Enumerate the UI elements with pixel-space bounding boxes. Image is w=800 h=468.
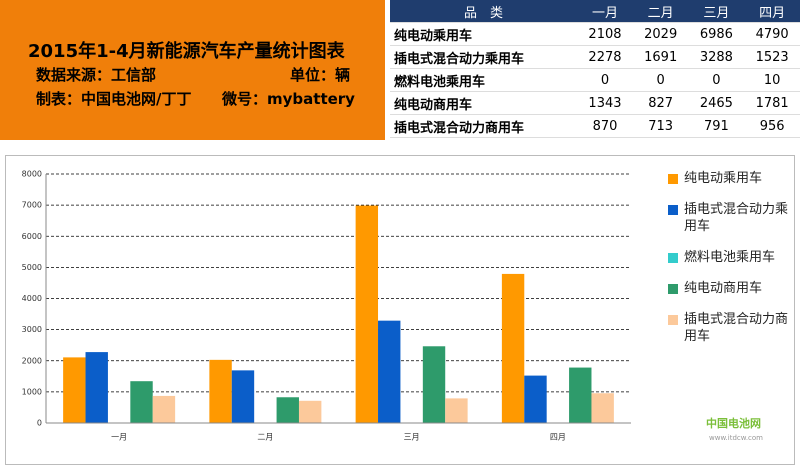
bar [378,320,401,423]
column-header: 一月 [577,0,633,23]
source: 数据来源：工信部 [36,66,157,84]
cell-value: 870 [577,114,633,138]
y-tick-label: 0 [37,419,42,428]
y-tick-label: 3000 [22,325,42,334]
y-tick-label: 6000 [22,232,42,241]
legend-label: 插电式混合动力乘用车 [684,202,789,234]
legend-swatch [668,284,678,294]
bar [63,357,86,423]
table-row: 插电式混合动力商用车 870 713 791 956 [390,114,800,138]
cell-value: 10 [744,68,800,92]
bar [130,381,153,423]
legend-swatch [668,253,678,263]
title: 2015年1-4月新能源汽车产量统计图表 [28,41,345,62]
legend: 纯电动乘用车插电式混合动力乘用车燃料电池乘用车 纯电动商用车插电式混合动力商用车 [668,170,788,359]
bar [355,205,379,423]
cell-category: 燃料电池乘用车 [390,68,578,92]
column-header: 三月 [688,0,745,23]
cell-value: 0 [632,68,689,92]
legend-item: 纯电动商用车 [668,280,788,297]
y-tick-label: 2000 [22,356,42,365]
cell-value: 4790 [744,22,800,46]
bar [298,400,322,423]
table-row: 纯电动商用车 1343 827 2465 1781 [390,91,800,115]
y-tick-label: 5000 [22,263,42,272]
x-tick-label: 四月 [550,433,566,442]
y-tick-label: 1000 [22,387,42,396]
x-tick-label: 二月 [257,433,273,442]
legend-label: 纯电动商用车 [684,281,763,296]
legend-item: 纯电动乘用车 [668,170,788,187]
watermark-name: 中国电池网 [706,416,761,430]
cell-value: 1781 [744,91,800,115]
cell-value: 0 [577,68,633,92]
y-tick-label: 7000 [22,201,42,210]
cell-value: 791 [688,114,745,138]
watermark-url: www.itdcw.com [709,434,763,442]
table-row: 插电式混合动力乘用车 2278 1691 3288 1523 [390,45,800,69]
cell-category: 纯电动商用车 [390,91,578,115]
cell-value: 713 [632,114,689,138]
chart: 0 1000 2000 3000 4000 5000 6000 7000 8000 一月 二月 三月 四… [5,155,795,465]
cell-value: 2465 [688,91,745,115]
legend-swatch [668,315,678,325]
bar [209,359,232,423]
bar [276,397,299,423]
wechat: 微号：mybattery [222,90,355,108]
cell-value: 2108 [577,22,633,46]
data-table: 品 类一月 二月 三月 四月 纯电动乘用车 2108 2029 6986 4790 插电式混合动力… [390,0,800,138]
bar [231,370,255,423]
y-tick-label: 4000 [22,294,42,303]
cell-category: 插电式混合动力乘用车 [390,45,578,69]
maker: 制表：中国电池网/丁丁 [36,90,192,108]
legend-swatch [668,174,678,184]
column-header: 二月 [632,0,689,23]
cell-value: 6986 [688,22,745,46]
cell-value: 2278 [577,45,633,69]
bar [152,395,176,423]
bar [445,398,468,423]
x-tick-label: 一月 [111,433,127,442]
column-header: 品 类 [390,0,578,23]
cell-value: 1343 [577,91,633,115]
table-row: 燃料电池乘用车 0 0 0 10 [390,68,800,92]
bar [501,273,525,423]
cell-category: 插电式混合动力商用车 [390,114,578,138]
column-header: 四月 [744,0,800,23]
bar [85,352,108,423]
x-tick-label: 三月 [404,433,420,442]
table-row: 纯电动乘用车 2108 2029 6986 4790 [390,22,800,46]
cell-value: 3288 [688,45,745,69]
cell-value: 2029 [632,22,689,46]
legend-item: 燃料电池乘用车 [668,249,788,266]
y-tick-label: 8000 [22,170,42,179]
bar [524,375,547,423]
legend-item: 插电式混合动力商用车 [668,311,788,345]
bar [569,367,592,423]
unit: 单位：辆 [290,66,351,84]
bar [422,346,446,423]
cell-value: 1691 [632,45,689,69]
legend-label: 插电式混合动力商用车 [684,312,789,344]
cell-category: 纯电动乘用车 [390,22,578,46]
legend-item: 插电式混合动力乘用车 [668,201,788,235]
legend-swatch [668,205,678,215]
cell-value: 827 [632,91,689,115]
legend-label: 纯电动乘用车 [684,171,763,186]
bar [591,393,614,423]
cell-value: 1523 [744,45,800,69]
cell-value: 0 [688,68,745,92]
header-panel: 2015年1-4月新能源汽车产量统计图表 数据来源：工信部 单位：辆 制表：中国… [0,0,385,140]
cell-value: 956 [744,114,800,138]
legend-label: 燃料电池乘用车 [684,250,776,265]
